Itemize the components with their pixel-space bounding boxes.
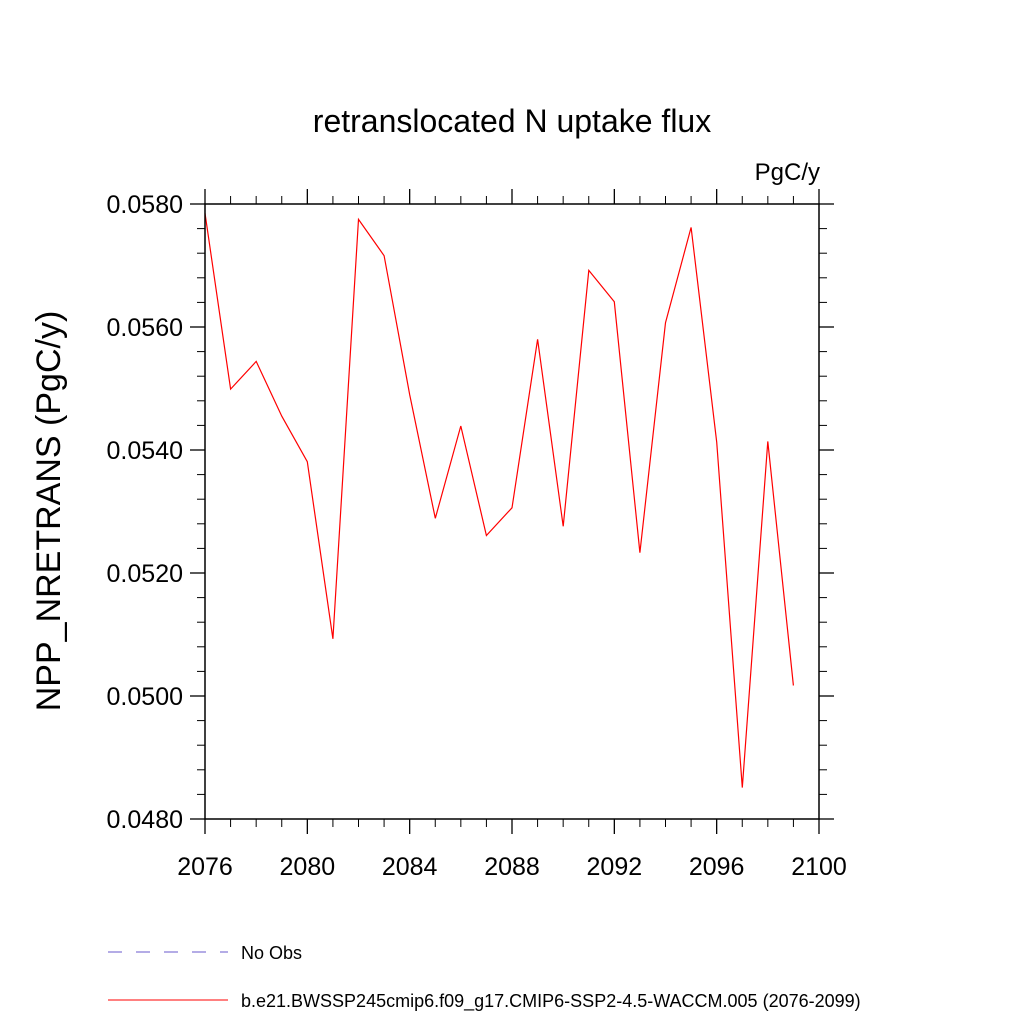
x-tick-label: 2092 <box>587 853 643 881</box>
units-label: PgC/y <box>755 159 820 186</box>
plot-frame <box>204 203 820 820</box>
y-tick-label: 0.0520 <box>107 560 183 588</box>
y-axis-label: NPP_NRETRANS (PgC/y) <box>30 311 68 712</box>
y-tick-label: 0.0480 <box>107 806 183 834</box>
x-ticks-top <box>204 189 820 204</box>
y-tick-label: 0.0580 <box>107 191 183 219</box>
x-tick-label: 2080 <box>280 853 336 881</box>
series-layer <box>204 213 794 788</box>
y-tick-label: 0.0540 <box>107 437 183 465</box>
x-ticks-bottom <box>204 819 820 834</box>
x-tick-label: 2088 <box>484 853 540 881</box>
legend-label: No Obs <box>241 943 302 963</box>
y-ticks-right <box>819 203 834 820</box>
y-tick-labels: 0.0480 0.0500 0.0520 0.0540 0.0560 0.0580 <box>107 191 183 834</box>
legend-label: b.e21.BWSSP245cmip6.f09_g17.CMIP6-SSP2-4… <box>241 991 861 1012</box>
chart-title: retranslocated N uptake flux <box>313 103 711 139</box>
series-line <box>204 213 794 788</box>
y-ticks-left <box>190 203 205 820</box>
x-tick-label: 2084 <box>382 853 438 881</box>
x-tick-label: 2100 <box>791 853 847 881</box>
x-tick-labels: 2076 2080 2084 2088 2092 2096 2100 <box>177 853 847 881</box>
y-tick-label: 0.0500 <box>107 683 183 711</box>
x-tick-label: 2096 <box>689 853 745 881</box>
x-tick-label: 2076 <box>177 853 233 881</box>
legend: No Obs b.e21.BWSSP245cmip6.f09_g17.CMIP6-… <box>108 943 861 1012</box>
y-tick-label: 0.0560 <box>107 314 183 342</box>
